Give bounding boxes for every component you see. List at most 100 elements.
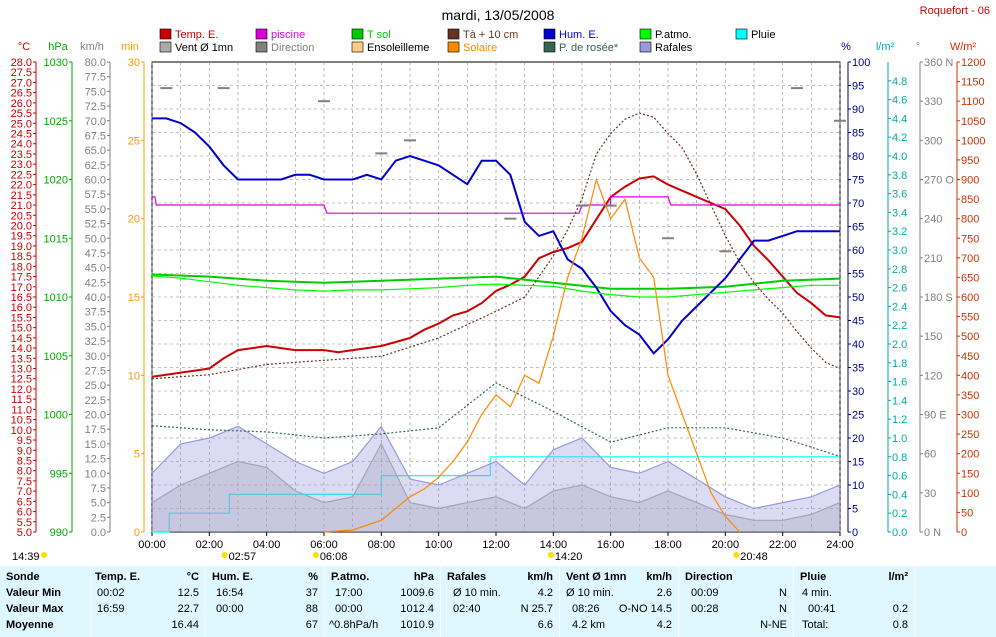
y-tick-label: 3.4 [892, 207, 907, 219]
stats-value: 1009.6 [400, 587, 434, 599]
stats-unit: km/h [527, 571, 553, 583]
stats-time: 17:00 [335, 587, 363, 599]
legend-swatch [543, 41, 556, 53]
stats-unit: km/h [646, 571, 672, 583]
stats-col-temp: Temp. E. °C 00:02 12.5 16:59 22.7 16.44 [91, 566, 205, 637]
stats-head: Rafales [447, 571, 487, 583]
y-tick-label: 70.0 [85, 116, 106, 128]
y-tick-label: 100 [852, 57, 870, 69]
y-tick-label: 1005 [44, 351, 68, 363]
y-tick-label: 21.0 [11, 200, 32, 212]
y-tick-label: 14.0 [11, 343, 32, 355]
y-tick-label: 3.2 [892, 226, 907, 238]
y-tick-label: 3.6 [892, 189, 907, 201]
y-tick-label: 55 [852, 269, 864, 281]
y-tick-label: 24.0 [11, 139, 32, 151]
stats-value: 37 [305, 587, 318, 599]
stats-time: 00:41 [808, 603, 836, 615]
y-tick-label: 1.4 [892, 395, 907, 407]
y-tick-label: 95 [852, 81, 864, 93]
y-tick-label: 50 [852, 292, 864, 304]
y-tick-label: 12.0 [11, 384, 32, 396]
axis-unit-label: % [841, 41, 851, 53]
y-tick-label: 22.5 [11, 169, 32, 181]
legend-swatch [639, 41, 652, 53]
stats-col-sonde: Sonde Valeur Min Valeur Max Moyenne [0, 566, 90, 637]
y-tick-label: 10.5 [11, 415, 32, 427]
axis-unit-label: W/m² [950, 41, 977, 53]
stats-col-pluie: Pluie l/m² 4 min. 00:41 0.2 Total: 0.8 [794, 566, 914, 637]
y-tick-label: 20 [128, 214, 140, 226]
stats-unit: % [308, 571, 318, 583]
y-tick-label: 4.2 [892, 132, 907, 144]
y-tick-label: 1025 [44, 116, 68, 128]
legend-swatch [543, 28, 556, 40]
y-tick-label: 4.6 [892, 95, 907, 107]
axis-unit-label: ° [916, 41, 920, 53]
stats-value: 1010.9 [400, 619, 434, 631]
y-tick-label: 0.8 [892, 452, 907, 464]
y-tick-label: 650 [961, 272, 979, 284]
y-tick-label: 23.5 [11, 149, 32, 161]
stats-unit: °C [186, 571, 199, 583]
y-tick-label: 2.2 [892, 320, 907, 332]
y-tick-label: 300 [924, 135, 942, 147]
y-tick-label: 2.4 [892, 301, 907, 313]
y-tick-label: 200 [961, 449, 979, 461]
stats-time: 00:00 [335, 603, 363, 615]
series-line-solaire [323, 177, 741, 533]
y-tick-label: 3.8 [892, 170, 907, 182]
y-tick-label: 85 [852, 128, 864, 140]
legend-label: T sol [367, 29, 391, 41]
y-tick-label: 65 [852, 222, 864, 234]
y-tick-label: 16.0 [11, 302, 32, 314]
y-tick-label: 2.6 [892, 283, 907, 295]
stats-value: N-NE [760, 619, 787, 631]
stats-row-label: Valeur Max [6, 603, 64, 615]
y-tick-label: 15 [852, 457, 864, 469]
y-tick-label: 27.5 [85, 365, 106, 377]
y-tick-label: 17.0 [11, 282, 32, 294]
x-tick-label: 00:00 [138, 539, 166, 551]
stats-value: N [779, 603, 787, 615]
y-tick-label: 30.0 [85, 351, 106, 363]
y-tick-label: 1100 [961, 96, 985, 108]
legend-swatch [351, 41, 364, 53]
x-tick-label: 10:00 [425, 539, 453, 551]
y-tick-label: 60 [924, 449, 936, 461]
x-tick-label: 04:00 [253, 539, 281, 551]
y-tick-label: 90 E [924, 410, 947, 422]
legend-label: Solaire [463, 42, 497, 54]
y-tick-label: 6.5 [17, 496, 32, 508]
stats-distance: 4.2 km [572, 619, 606, 631]
legend-label: Hum. E. [559, 29, 599, 41]
series-line-pderose [151, 382, 841, 457]
y-tick-label: 240 [924, 214, 942, 226]
legend-label: P.atmo. [655, 29, 692, 41]
stats-table: Sonde Valeur Min Valeur Max Moyenne Temp… [0, 566, 996, 637]
y-tick-label: 35.0 [85, 321, 106, 333]
y-tick-label: 75 [852, 175, 864, 187]
y-tick-label: 55.0 [85, 204, 106, 216]
stats-value: 67 [305, 619, 318, 631]
stats-time: 00:09 [691, 587, 719, 599]
legend-label: piscine [271, 29, 305, 41]
y-tick-label: 0 [961, 527, 967, 539]
y-tick-label: 300 [961, 410, 979, 422]
y-tick-label: 47.5 [85, 248, 106, 260]
stats-time: 16:54 [216, 587, 244, 599]
y-tick-label: 25 [852, 410, 864, 422]
y-tick-label: 0 [852, 527, 858, 539]
y-tick-label: 0.6 [892, 471, 907, 483]
y-tick-label: 1015 [44, 233, 68, 245]
y-tick-label: 4.4 [892, 113, 907, 125]
y-tick-label: 9.5 [17, 435, 32, 447]
y-tick-label: 19.0 [11, 241, 32, 253]
x-tick-label: 06:00 [310, 539, 338, 551]
stats-row-label: Moyenne [6, 619, 54, 631]
y-tick-label: 7.0 [17, 486, 32, 498]
y-tick-label: 995 [50, 468, 68, 480]
y-tick-label: 150 [924, 331, 942, 343]
stats-value: 12.5 [177, 587, 199, 599]
axis-unit-label: min [121, 41, 139, 53]
